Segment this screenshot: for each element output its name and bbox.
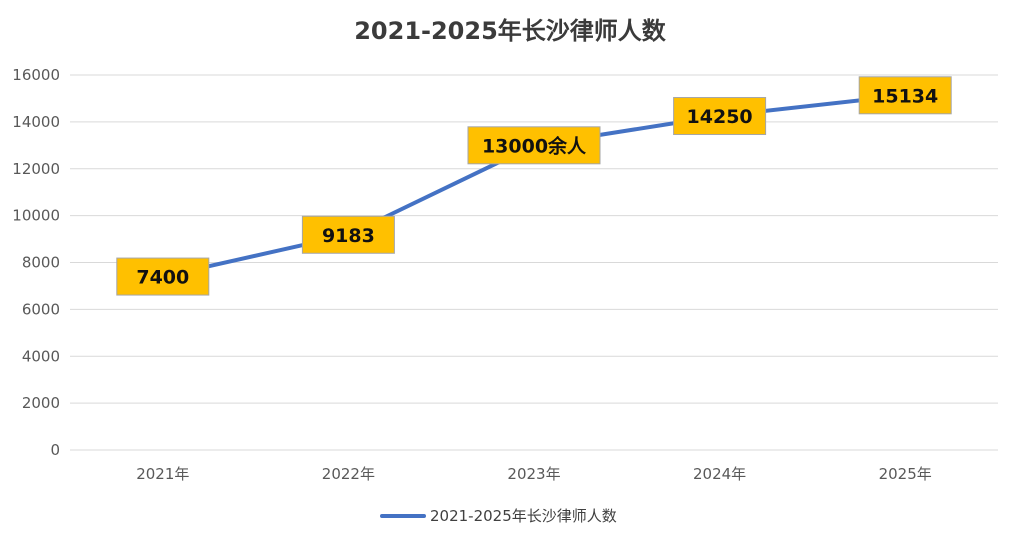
x-tick-label: 2022年 — [322, 465, 375, 483]
data-label-text: 7400 — [136, 267, 189, 289]
data-label-box — [858, 76, 952, 115]
x-axis-ticks: 2021年 2022年 2023年 2024年 2025年 — [136, 465, 932, 483]
y-tick-label: 10000 — [12, 207, 60, 225]
y-tick-label: 6000 — [22, 300, 60, 318]
data-label-text: 15134 — [872, 85, 938, 107]
y-tick-label: 12000 — [12, 160, 60, 178]
chart-title: 2021-2025年长沙律师人数 — [354, 17, 667, 45]
y-tick-label: 16000 — [12, 66, 60, 84]
x-tick-label: 2023年 — [507, 465, 560, 483]
y-tick-label: 14000 — [12, 113, 60, 131]
y-tick-label: 0 — [50, 441, 60, 459]
y-tick-label: 2000 — [22, 394, 60, 412]
y-axis-ticks: 0 2000 4000 6000 8000 10000 12000 14000 16000 — [12, 66, 60, 459]
data-label: 14250 — [673, 97, 767, 136]
data-label: 7400 — [116, 257, 210, 296]
data-label-box — [467, 126, 601, 165]
series-line — [160, 93, 908, 279]
data-label-box — [116, 257, 210, 296]
legend-label: 2021-2025年长沙律师人数 — [430, 507, 617, 525]
data-label-text: 9183 — [322, 225, 375, 247]
data-label: 15134 — [858, 76, 952, 115]
x-tick-label: 2024年 — [693, 465, 746, 483]
data-label: 13000余人 — [467, 126, 601, 165]
data-label-text: 13000余人 — [482, 134, 587, 157]
data-label-text: 14250 — [687, 106, 753, 128]
y-tick-label: 4000 — [22, 347, 60, 365]
x-tick-label: 2021年 — [136, 465, 189, 483]
data-label-box — [673, 97, 767, 136]
data-labels: 7400 9183 13000余人 14250 15134 — [116, 76, 952, 296]
data-label-box — [301, 215, 395, 254]
legend: 2021-2025年长沙律师人数 — [380, 507, 617, 525]
data-label: 9183 — [301, 215, 395, 254]
y-tick-label: 8000 — [22, 254, 60, 272]
x-tick-label: 2025年 — [879, 465, 932, 483]
